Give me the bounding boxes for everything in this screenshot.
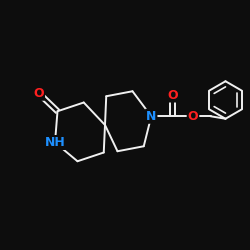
Text: N: N [146,110,156,123]
Text: NH: NH [45,136,66,149]
Text: O: O [34,87,44,100]
Text: O: O [167,88,178,102]
Text: O: O [188,110,198,123]
